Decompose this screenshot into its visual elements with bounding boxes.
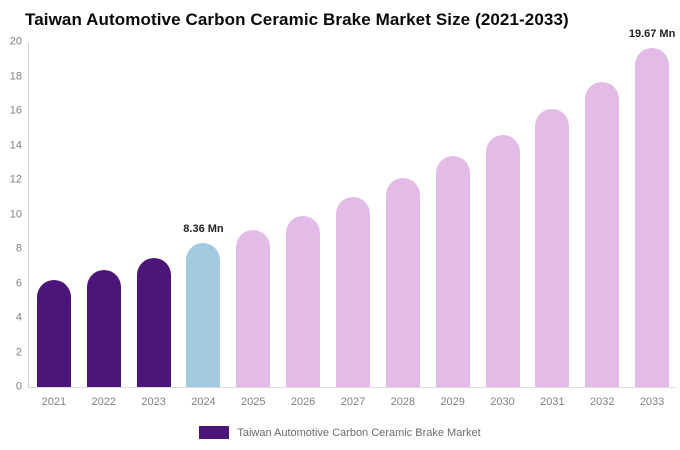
x-axis-label-2023: 2023 bbox=[141, 396, 166, 408]
x-axis-label-2027: 2027 bbox=[340, 396, 366, 408]
bar-slot-2025 bbox=[228, 43, 278, 387]
bar-2025[interactable] bbox=[236, 230, 271, 387]
bar-2033[interactable] bbox=[635, 47, 670, 387]
bar-2021[interactable] bbox=[36, 280, 71, 387]
legend: Taiwan Automotive Carbon Ceramic Brake M… bbox=[0, 426, 680, 439]
bar-slot-2029 bbox=[428, 43, 478, 387]
x-axis-label-2026: 2026 bbox=[290, 396, 316, 408]
y-axis-tick-label-0: 0 bbox=[15, 380, 22, 393]
y-axis-tick-label-6: 6 bbox=[15, 277, 22, 289]
y-axis-tick-label-8: 8 bbox=[15, 242, 22, 255]
bar-slot-2030 bbox=[478, 43, 528, 387]
bar-slot-2032 bbox=[577, 43, 627, 387]
plot-area: 0 2 4 6 8 10 12 14 16 18 20 8.36 Mn 19.67 Mn 2021 20… bbox=[10, 28, 677, 408]
bar-2030[interactable] bbox=[485, 135, 520, 387]
bar-slot-2021 bbox=[29, 43, 79, 387]
y-axis-tick-label-2: 2 bbox=[15, 346, 22, 358]
bar-slot-2033: 19.67 Mn bbox=[627, 28, 677, 387]
y-axis-tick-label-20: 20 bbox=[9, 35, 22, 48]
bar-2028[interactable] bbox=[385, 178, 420, 387]
bar-2023[interactable] bbox=[136, 257, 171, 387]
x-axis-label-2029: 2029 bbox=[440, 396, 465, 408]
chart-title: Taiwan Automotive Carbon Ceramic Brake M… bbox=[25, 10, 569, 29]
bar-slot-2027 bbox=[328, 43, 378, 387]
x-axis-label-2031: 2031 bbox=[540, 396, 565, 408]
legend-item[interactable]: Taiwan Automotive Carbon Ceramic Brake M… bbox=[199, 426, 481, 439]
y-axis-tick-label-4: 4 bbox=[15, 311, 22, 324]
bar-slot-2022 bbox=[79, 43, 129, 387]
bar-value-label-2033: 19.67 Mn bbox=[628, 27, 676, 40]
x-axis-label-2024: 2024 bbox=[191, 396, 216, 408]
x-axis-label-2028: 2028 bbox=[390, 396, 416, 408]
bar-slot-2031 bbox=[527, 43, 577, 387]
bar-2026[interactable] bbox=[286, 216, 321, 387]
legend-swatch-icon bbox=[199, 426, 230, 439]
bar-slot-2026 bbox=[278, 43, 328, 387]
legend-label: Taiwan Automotive Carbon Ceramic Brake M… bbox=[237, 426, 481, 439]
bar-2031[interactable] bbox=[535, 109, 570, 387]
x-axis-label-2021: 2021 bbox=[41, 396, 67, 408]
x-axis-label-2025: 2025 bbox=[241, 396, 266, 408]
y-axis-tick-label-12: 12 bbox=[9, 173, 22, 186]
bar-slot-2023 bbox=[129, 43, 179, 387]
y-axis-tick-label-10: 10 bbox=[9, 208, 22, 220]
bar-value-label-2024: 8.36 Mn bbox=[183, 222, 224, 235]
x-axis-label-2033: 2033 bbox=[639, 396, 665, 408]
bar-2029[interactable] bbox=[435, 155, 470, 387]
x-axis-label-2022: 2022 bbox=[91, 396, 116, 408]
x-axis-label-2032: 2032 bbox=[589, 396, 615, 408]
bar-2022[interactable] bbox=[86, 269, 121, 387]
y-axis-tick-label-14: 14 bbox=[9, 139, 22, 151]
y-axis-tick-label-16: 16 bbox=[9, 104, 22, 117]
bar-2027[interactable] bbox=[335, 197, 370, 387]
bar-2032[interactable] bbox=[585, 81, 620, 387]
y-axis-tick-label-18: 18 bbox=[9, 70, 22, 82]
bar-2024[interactable] bbox=[186, 242, 221, 387]
bar-slot-2028 bbox=[378, 43, 428, 387]
bar-slot-2024: 8.36 Mn bbox=[179, 43, 229, 387]
x-axis-label-2030: 2030 bbox=[490, 396, 515, 408]
